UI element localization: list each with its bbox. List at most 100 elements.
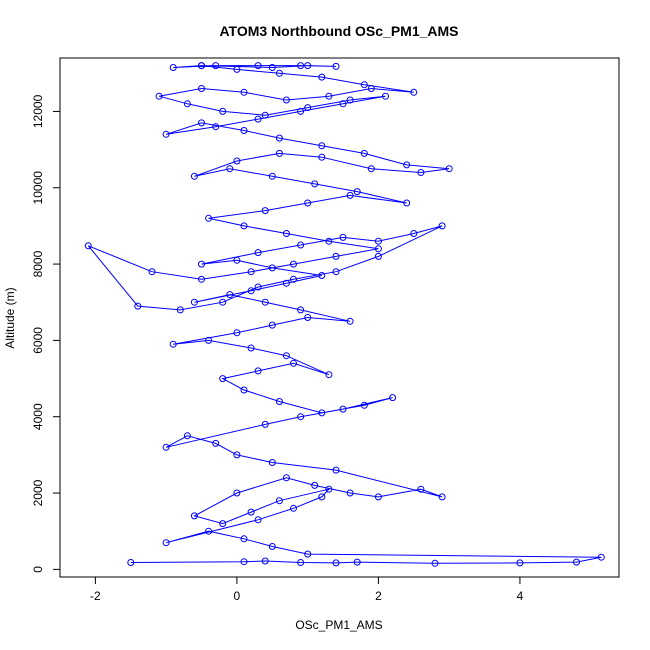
data-point bbox=[304, 62, 312, 70]
data-point bbox=[318, 73, 326, 81]
data-point bbox=[346, 191, 354, 199]
series-points bbox=[84, 62, 605, 567]
x-tick-label: 4 bbox=[517, 589, 524, 603]
x-axis-label: OSc_PM1_AMS bbox=[295, 618, 382, 632]
data-point bbox=[311, 481, 319, 489]
data-point bbox=[516, 559, 524, 567]
data-point bbox=[417, 485, 425, 493]
data-point bbox=[318, 142, 326, 150]
data-point bbox=[304, 550, 312, 558]
data-point bbox=[212, 62, 220, 70]
data-point bbox=[290, 275, 297, 283]
data-point bbox=[268, 64, 276, 71]
data-point bbox=[247, 268, 255, 276]
data-point bbox=[254, 367, 262, 375]
data-point bbox=[325, 237, 333, 245]
data-point bbox=[198, 85, 205, 92]
data-point bbox=[282, 352, 290, 360]
data-point bbox=[198, 62, 205, 70]
data-point bbox=[360, 149, 368, 157]
data-point bbox=[318, 493, 326, 501]
data-point bbox=[162, 130, 170, 138]
data-point bbox=[84, 242, 92, 250]
data-point bbox=[247, 508, 255, 516]
data-point bbox=[247, 344, 255, 352]
data-point bbox=[162, 539, 170, 547]
data-point bbox=[198, 275, 205, 283]
y-tick-label: 10000 bbox=[31, 171, 45, 205]
data-point bbox=[247, 287, 255, 295]
data-point bbox=[219, 375, 227, 383]
x-tick-label: -2 bbox=[90, 589, 101, 603]
data-point bbox=[353, 188, 361, 196]
y-tick-label: 8000 bbox=[31, 250, 45, 277]
data-point bbox=[282, 230, 290, 237]
data-point bbox=[445, 165, 453, 173]
data-point bbox=[297, 413, 305, 421]
data-point bbox=[332, 252, 340, 260]
data-point bbox=[403, 161, 411, 169]
data-point bbox=[268, 264, 276, 272]
data-point bbox=[169, 64, 177, 71]
data-point bbox=[382, 92, 389, 100]
data-point bbox=[374, 245, 382, 253]
data-point bbox=[148, 268, 156, 276]
data-point bbox=[134, 302, 142, 310]
data-point bbox=[290, 260, 297, 268]
data-point bbox=[311, 180, 319, 188]
data-point bbox=[254, 62, 262, 70]
data-point bbox=[198, 260, 205, 268]
data-point bbox=[332, 466, 340, 474]
data-point bbox=[417, 169, 425, 176]
data-point bbox=[325, 371, 333, 379]
data-point bbox=[212, 439, 220, 447]
y-tick-label: 6000 bbox=[31, 327, 45, 354]
data-point bbox=[219, 107, 227, 115]
data-point bbox=[240, 535, 248, 543]
data-point bbox=[183, 432, 191, 440]
plot-frame bbox=[59, 57, 620, 578]
data-point bbox=[332, 559, 340, 567]
data-point bbox=[297, 559, 305, 566]
data-point bbox=[205, 527, 213, 535]
data-point bbox=[127, 559, 135, 566]
data-point bbox=[346, 96, 354, 104]
data-point bbox=[438, 222, 446, 230]
data-point bbox=[268, 172, 276, 180]
data-point bbox=[183, 100, 191, 108]
data-point bbox=[268, 459, 276, 466]
y-tick-label: 4000 bbox=[31, 403, 45, 430]
data-point bbox=[431, 559, 439, 567]
data-point bbox=[290, 359, 297, 367]
data-point bbox=[346, 317, 354, 325]
data-point bbox=[240, 386, 248, 394]
data-point bbox=[332, 62, 340, 70]
data-point bbox=[297, 107, 305, 115]
data-point bbox=[290, 504, 297, 512]
data-point bbox=[282, 96, 290, 104]
data-point bbox=[233, 329, 241, 337]
data-point bbox=[410, 230, 418, 237]
data-point bbox=[198, 119, 205, 127]
y-tick-label: 0 bbox=[31, 566, 45, 573]
data-point bbox=[297, 62, 305, 70]
data-point bbox=[205, 214, 213, 222]
data-point bbox=[226, 291, 234, 299]
data-point bbox=[367, 85, 375, 92]
data-point bbox=[325, 92, 333, 100]
data-point bbox=[339, 100, 347, 108]
data-point bbox=[254, 516, 262, 524]
data-point bbox=[360, 81, 368, 89]
data-point bbox=[374, 493, 382, 501]
data-point bbox=[240, 127, 248, 134]
data-point bbox=[169, 340, 177, 348]
data-point bbox=[233, 65, 241, 73]
data-point bbox=[219, 298, 227, 306]
data-point bbox=[410, 88, 418, 96]
series-lines bbox=[87, 65, 602, 564]
data-point bbox=[318, 272, 326, 279]
data-point bbox=[226, 165, 234, 173]
x-axis: -2 0 2 4 bbox=[90, 576, 524, 603]
data-point bbox=[268, 321, 276, 329]
y-tick-label: 12000 bbox=[31, 94, 45, 128]
